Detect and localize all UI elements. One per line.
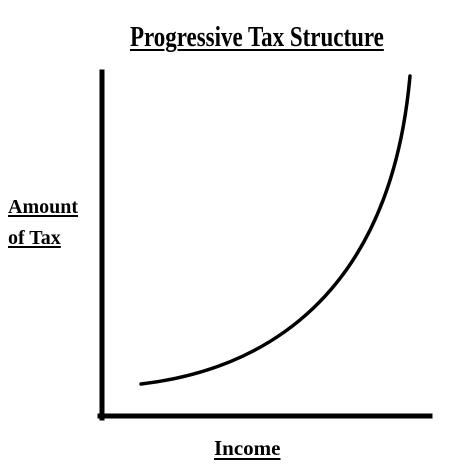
diagram-title: Progressive Tax Structure: [130, 22, 384, 53]
progressive-tax-curve: [139, 74, 412, 386]
y-axis-label-line-2: of Tax: [8, 227, 61, 249]
y-axis-label-line-1: Amount: [8, 196, 79, 218]
y-axis-label: Amount of Tax: [8, 192, 78, 254]
x-axis-label: Income: [214, 436, 281, 460]
